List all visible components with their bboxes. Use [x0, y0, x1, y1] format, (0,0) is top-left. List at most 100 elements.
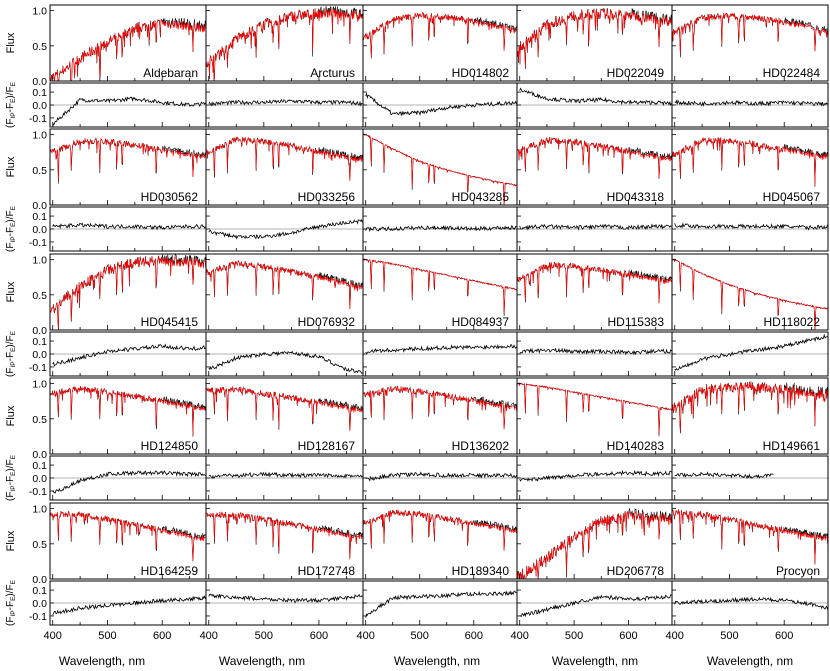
residual-tick-label: 0.1	[32, 336, 47, 348]
axis-label-subscript: IP	[10, 361, 17, 367]
axis-label-subscript: IP	[10, 610, 17, 616]
plot-root: Aldebaran0.00.51.0-0.10.00.1Flux(FIP-FE)…	[5, 4, 829, 642]
axis-label-subscript: E	[10, 454, 17, 459]
flux-frame	[671, 377, 829, 455]
star-label: HD172748	[298, 564, 356, 578]
x-tick-label: 400	[511, 630, 529, 642]
x-tick-label: 600	[465, 630, 483, 642]
axis-label-subscript: E	[10, 347, 17, 352]
star-label: HD014802	[452, 66, 510, 80]
axis-label-subscript: IP	[10, 112, 17, 118]
star-panel-hd115383: HD115383	[516, 253, 673, 377]
star-panel-hd172748: HD172748 400 500 600	[200, 502, 364, 642]
star-panel-hd206778: HD206778 400 500 600	[511, 502, 673, 642]
flux-tick-label: 0.5	[32, 414, 47, 426]
model-spectrum-line	[206, 511, 363, 559]
star-panel-hd014802: HD014802	[362, 4, 518, 128]
observed-spectrum-line	[672, 509, 828, 565]
star-label: HD033256	[298, 190, 356, 204]
residual-line	[208, 98, 363, 107]
star-label: HD022484	[763, 66, 821, 80]
x-tick-label: 500	[720, 630, 738, 642]
star-panel-hd043318: HD043318	[516, 128, 673, 252]
axis-label-part: -F	[5, 601, 16, 610]
star-label: HD115383	[608, 315, 665, 329]
axis-label-part: (F	[5, 617, 16, 626]
residual-tick-label: -0.1	[29, 237, 47, 249]
model-spectrum-line	[50, 385, 206, 436]
observed-spectrum-line	[50, 510, 206, 562]
star-label: HD084937	[452, 315, 510, 329]
flux-tick-label: 0.0	[32, 449, 47, 461]
residual-line	[365, 590, 517, 618]
x-tick-label: 600	[619, 630, 637, 642]
model-spectrum-line	[206, 136, 363, 181]
flux-tick-label: 0.5	[32, 165, 47, 177]
residual-tick-label: 0.0	[32, 100, 47, 112]
residual-axis-label: (FIP-FE)/FE	[5, 579, 17, 626]
star-panel-hd149661: HD149661	[671, 377, 829, 501]
flux-tick-label: 1.0	[32, 130, 47, 142]
residual-tick-label: 0.0	[32, 224, 47, 236]
axis-label-subscript: IP	[10, 236, 17, 242]
residual-axis-label: (FIP-FE)/FE	[5, 205, 17, 252]
residual-line	[52, 222, 206, 231]
residual-line	[519, 469, 672, 482]
star-panel-hd043285: HD043285	[362, 128, 518, 252]
model-spectrum-line	[50, 511, 206, 561]
residual-axis-label: (FIP-FE)/FE	[5, 81, 17, 128]
residual-line	[674, 596, 828, 610]
axis-label-part: (F	[5, 119, 16, 128]
flux-frame	[671, 253, 829, 331]
axis-label-subscript: E	[10, 579, 17, 584]
residual-line	[365, 343, 517, 354]
x-tick-label: 600	[775, 630, 793, 642]
axis-label-part: )/F	[5, 335, 16, 347]
x-tick-label: 400	[44, 630, 62, 642]
star-panel-hd136202: HD136202	[362, 377, 518, 501]
star-label: HD043318	[607, 190, 665, 204]
flux-tick-label: 0.0	[32, 76, 47, 88]
model-spectrum-line	[363, 12, 517, 57]
star-panel-hd189340: HD189340 400 500 600	[357, 502, 518, 642]
axis-label-part: )/F	[5, 86, 16, 98]
star-label: HD043285	[452, 190, 510, 204]
residual-line	[365, 92, 517, 116]
x-tick-label: 400	[357, 630, 375, 642]
x-tick-label: 400	[200, 630, 218, 642]
flux-tick-label: 0.5	[32, 539, 47, 551]
observed-spectrum-line	[517, 382, 672, 437]
observed-spectrum-line	[363, 509, 517, 551]
star-label: HD189340	[452, 564, 510, 578]
star-panel-hd030562: HD0305620.00.51.0-0.10.00.1Flux(FIP-FE)/…	[5, 128, 207, 252]
star-panel-hd124850: HD1248500.00.51.0-0.10.00.1Flux(FIP-FE)/…	[5, 377, 207, 501]
residual-line	[208, 471, 363, 479]
model-spectrum-line	[50, 137, 206, 180]
residual-tick-label: 0.1	[32, 211, 47, 223]
star-panel-hd022484: HD022484	[671, 4, 829, 128]
axis-label-subscript: E	[10, 98, 17, 103]
axis-label-subscript: E	[10, 596, 17, 601]
model-spectrum-line	[363, 258, 517, 314]
model-spectrum-line	[363, 386, 517, 429]
axis-label-part: )/F	[5, 459, 16, 471]
star-label: HD124850	[141, 439, 199, 453]
residual-tick-label: 0.1	[32, 87, 47, 99]
flux-tick-label: 0.5	[32, 290, 47, 302]
axis-label-subscript: E	[10, 330, 17, 335]
star-panel-aldebaran: Aldebaran0.00.51.0-0.10.00.1Flux(FIP-FE)…	[5, 4, 207, 128]
x-tick-label: 500	[255, 630, 273, 642]
star-label: HD140283	[607, 439, 665, 453]
flux-tick-label: 0.0	[32, 325, 47, 337]
axis-label-subscript: E	[10, 222, 17, 227]
star-panel-hd022049: HD022049	[516, 4, 673, 128]
observed-spectrum-line	[517, 261, 672, 304]
model-spectrum-line	[672, 382, 828, 431]
flux-tick-label: 0.0	[32, 200, 47, 212]
star-panel-procyon: Procyon 400 500 600	[666, 502, 829, 642]
flux-axis-label: Flux	[5, 405, 17, 426]
star-label: HD030562	[141, 190, 199, 204]
residual-line	[365, 471, 517, 482]
model-spectrum-line	[363, 510, 517, 551]
residual-line	[52, 96, 206, 126]
